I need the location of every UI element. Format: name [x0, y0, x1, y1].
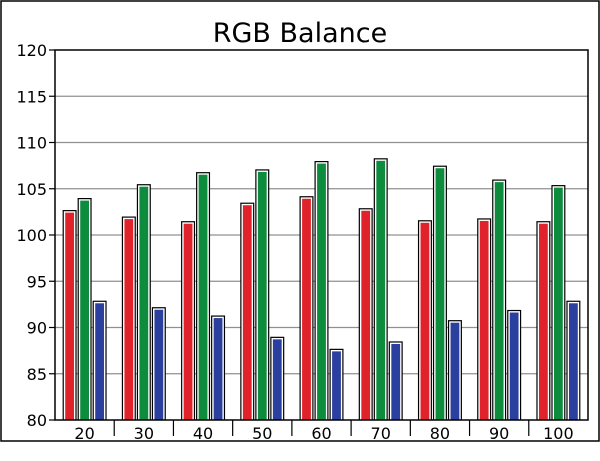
bar-s0-100: [538, 223, 548, 420]
bar-s2-40: [213, 318, 223, 420]
x-tick-label-50: 50: [252, 424, 272, 443]
bar-s2-100: [568, 303, 578, 420]
x-tick-label-80: 80: [430, 424, 450, 443]
bar-s1-60: [317, 163, 326, 420]
y-tick-label-110: 110: [16, 134, 47, 153]
bar-s1-70: [376, 160, 386, 420]
x-tick-label-20: 20: [74, 424, 94, 443]
bar-s0-50: [242, 205, 252, 420]
y-tick-label-95: 95: [27, 272, 47, 291]
bar-s0-20: [65, 212, 75, 420]
x-tick-label-60: 60: [311, 424, 331, 443]
x-tick-label-100: 100: [543, 424, 574, 443]
axes: [0, 0, 600, 442]
y-tick-labels: 80 85 90 95 100 105 110 115 120: [16, 41, 47, 430]
bar-s0-40: [183, 223, 193, 420]
y-tick-label-105: 105: [16, 180, 47, 199]
bar-s1-90: [494, 182, 504, 420]
y-tick-label-115: 115: [16, 87, 47, 106]
bar-s1-40: [198, 174, 208, 420]
bar-s2-60: [332, 351, 341, 420]
chart-border: [0, 0, 600, 442]
y-tick-label-80: 80: [27, 411, 47, 430]
bar-s1-80: [435, 168, 445, 420]
bar-s2-70: [391, 343, 401, 420]
y-tick-label-100: 100: [16, 226, 47, 245]
bar-s2-50: [272, 339, 282, 420]
x-tick-labels: 20 30 40 50 60 70 80 90 100: [74, 424, 573, 443]
x-tick-label-90: 90: [489, 424, 509, 443]
bar-s0-60: [302, 198, 311, 420]
x-tick-label-40: 40: [193, 424, 213, 443]
y-tick-label-85: 85: [27, 365, 47, 384]
bar-s2-30: [154, 309, 164, 420]
bar-s1-20: [80, 200, 90, 420]
bar-s0-30: [124, 219, 134, 420]
bar-s2-80: [450, 322, 460, 420]
x-tick-label-70: 70: [371, 424, 391, 443]
bar-s1-30: [139, 186, 149, 420]
bar-s2-20: [95, 303, 105, 420]
bar-s1-50: [257, 171, 267, 420]
bar-s0-90: [479, 220, 489, 420]
y-tick-label-90: 90: [27, 319, 47, 338]
chart-title: RGB Balance: [213, 18, 387, 49]
y-tick-label-120: 120: [16, 41, 47, 60]
x-tick-label-30: 30: [134, 424, 154, 443]
bar-s0-80: [420, 222, 430, 420]
bar-s1-100: [553, 187, 563, 420]
bars: [62, 158, 581, 421]
bar-s0-70: [361, 210, 371, 420]
plot-frame: [54, 49, 589, 421]
bar-s2-90: [509, 312, 519, 420]
